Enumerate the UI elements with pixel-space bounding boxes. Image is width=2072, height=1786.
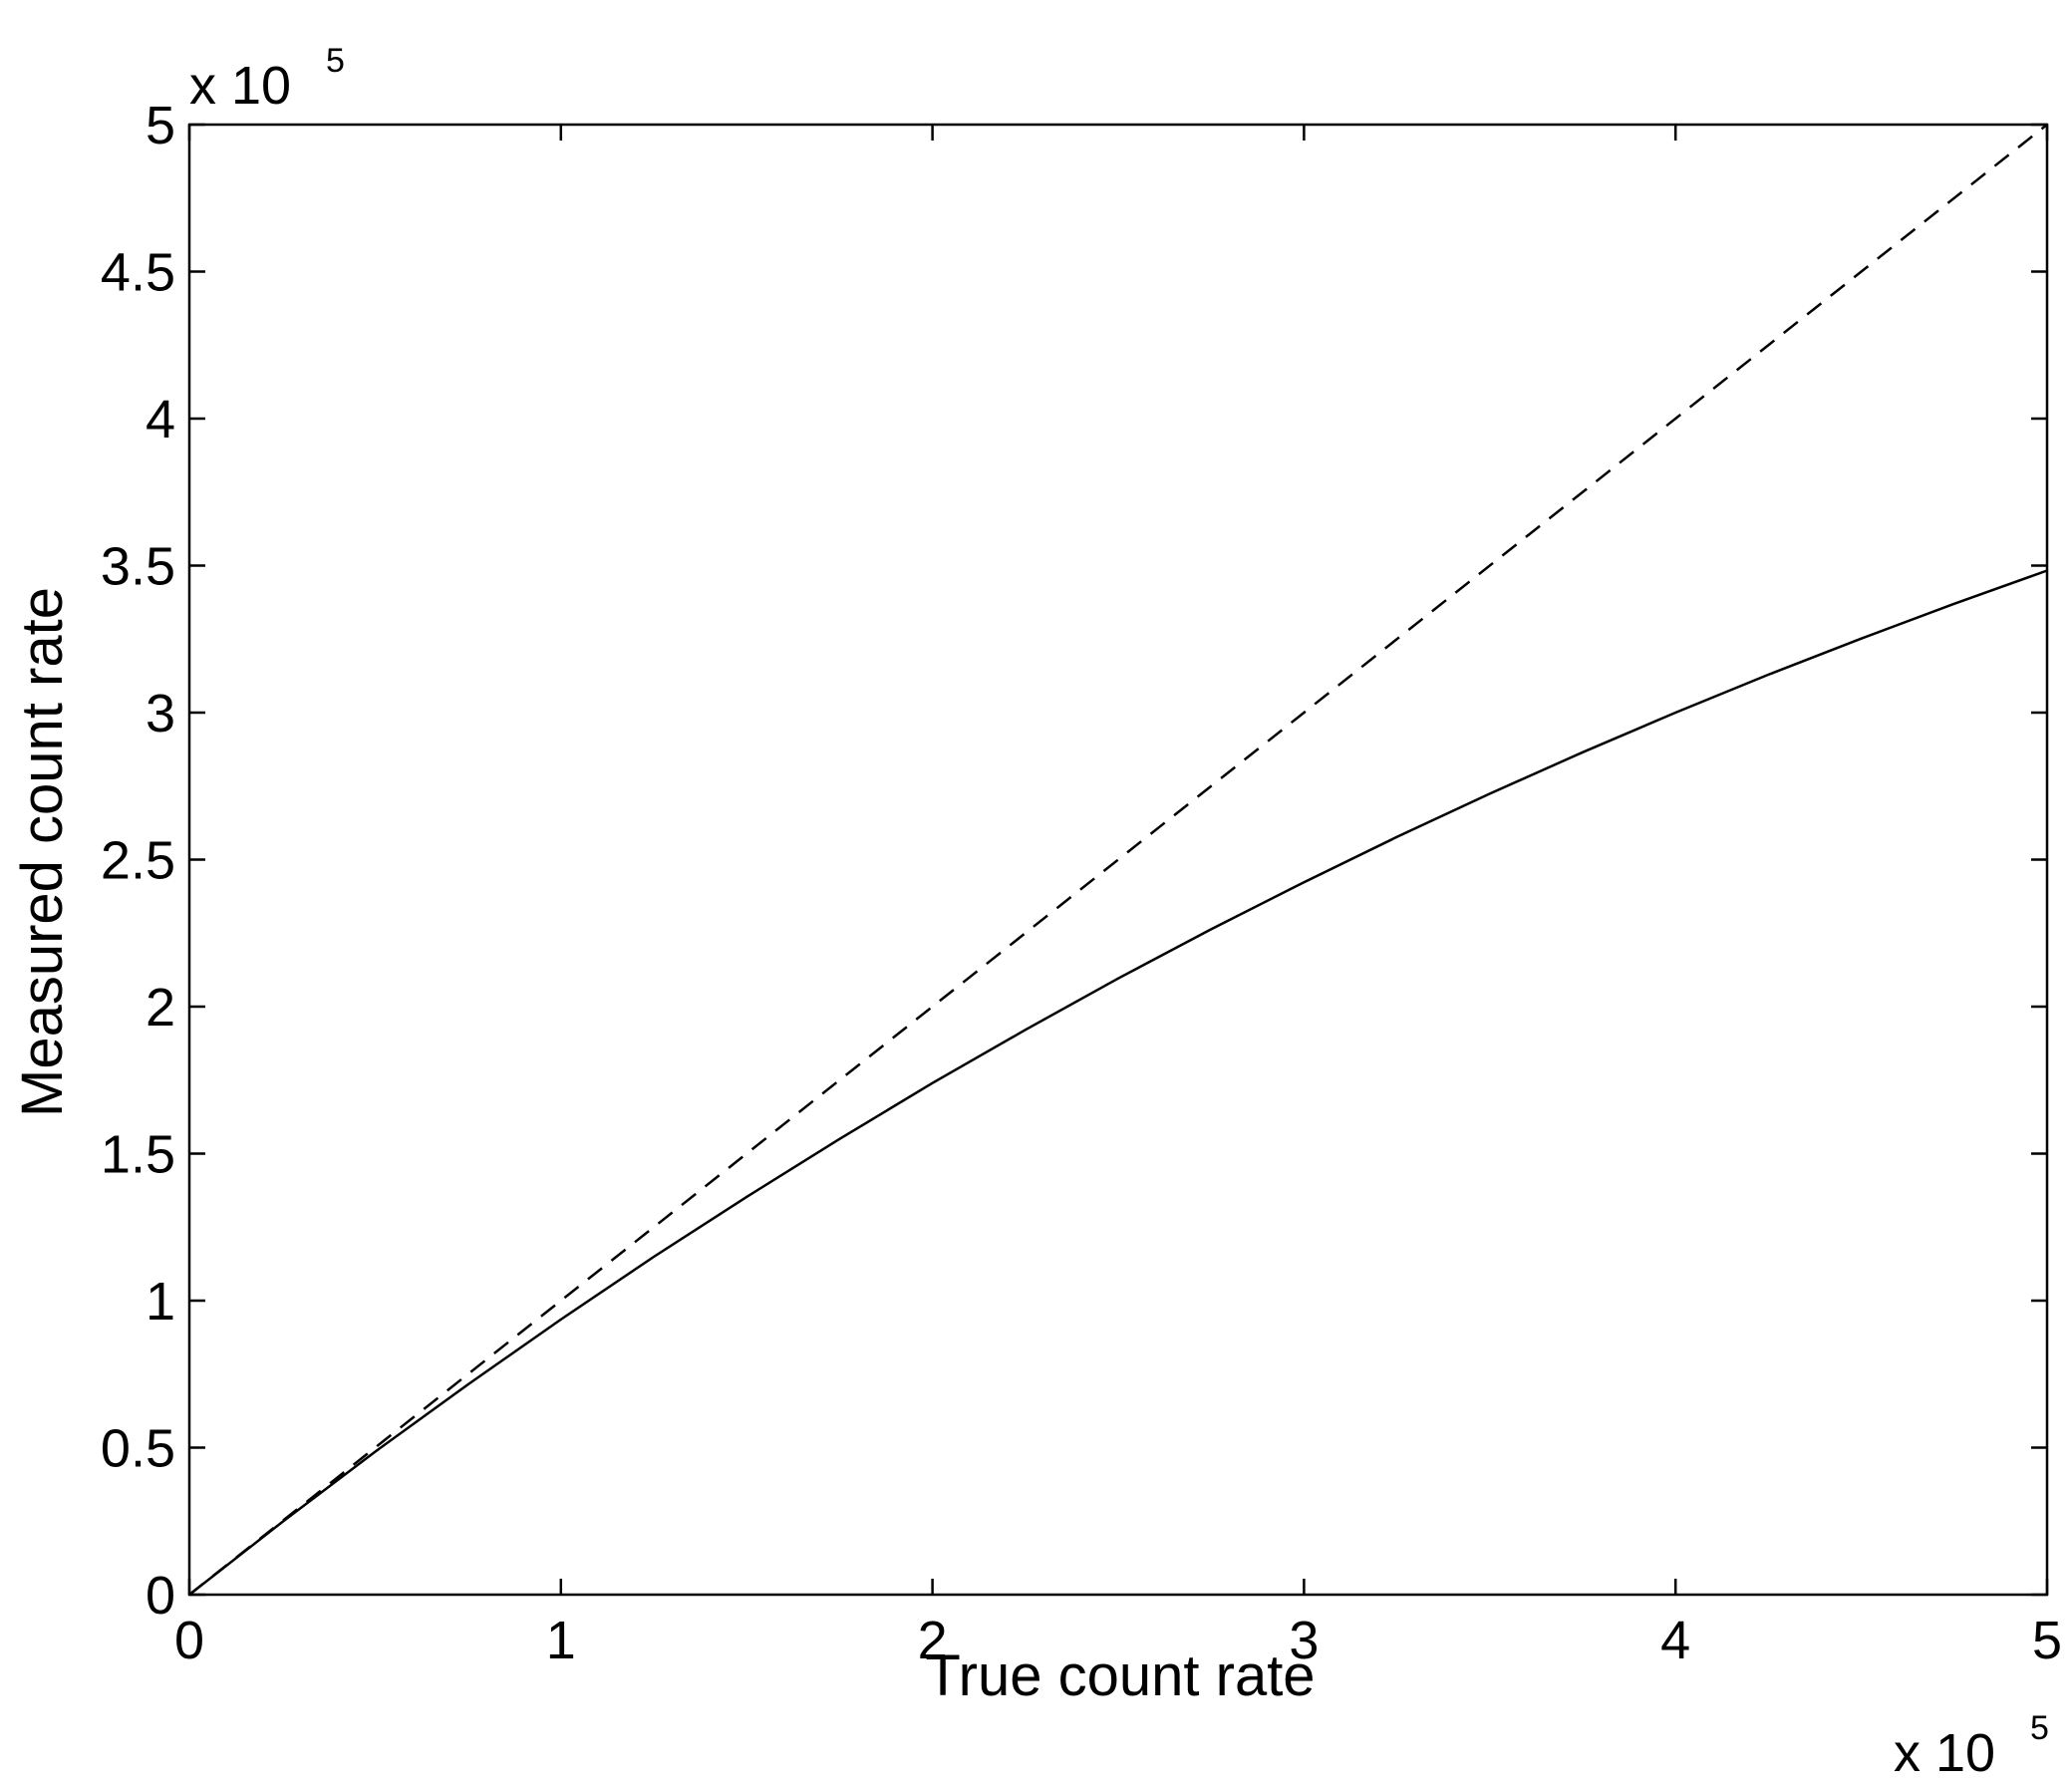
y-axis-label: Measured count rate <box>10 587 75 1117</box>
y-tick-label: 1.5 <box>101 1125 175 1185</box>
x-tick-label: 2 <box>918 1611 948 1670</box>
x-axis-label: True count rate <box>925 1643 1315 1708</box>
x-tick-label: 4 <box>1660 1611 1690 1670</box>
y-tick-label: 2.5 <box>101 831 175 891</box>
series-solid-curve <box>188 569 2048 1596</box>
y-tick-label: 4.5 <box>101 243 175 303</box>
x-multiplier-base: x 10 <box>1894 1723 1995 1783</box>
x-tick-label: 3 <box>1289 1611 1319 1670</box>
x-tick-label: 1 <box>546 1611 576 1670</box>
axis-ticks <box>187 123 2049 1597</box>
y-tick-label: 0 <box>146 1566 175 1626</box>
x-tick-label: 0 <box>174 1611 204 1670</box>
y-tick-label: 3 <box>146 684 175 744</box>
y-axis-multiplier: x 10 5 <box>189 42 345 116</box>
series-dashed-line <box>188 124 2048 1596</box>
y-multiplier-exponent: 5 <box>326 42 345 80</box>
plot-area <box>187 123 2049 1597</box>
x-multiplier-exponent: 5 <box>2030 1709 2049 1747</box>
x-tick-label: 5 <box>2032 1611 2062 1670</box>
tick-labels: 0 1 2 3 4 5 0 0.5 1 1.5 2 2.5 3 3.5 4 4.5 5 <box>101 96 2062 1670</box>
x-axis-multiplier: x 10 5 <box>1894 1709 2049 1783</box>
y-tick-label: 5 <box>146 96 175 155</box>
y-tick-label: 3.5 <box>101 537 175 597</box>
y-tick-label: 1 <box>146 1272 175 1332</box>
y-tick-label: 0.5 <box>101 1419 175 1479</box>
y-multiplier-base: x 10 <box>189 56 291 116</box>
y-tick-label: 4 <box>146 390 175 449</box>
y-tick-label: 2 <box>146 978 175 1038</box>
